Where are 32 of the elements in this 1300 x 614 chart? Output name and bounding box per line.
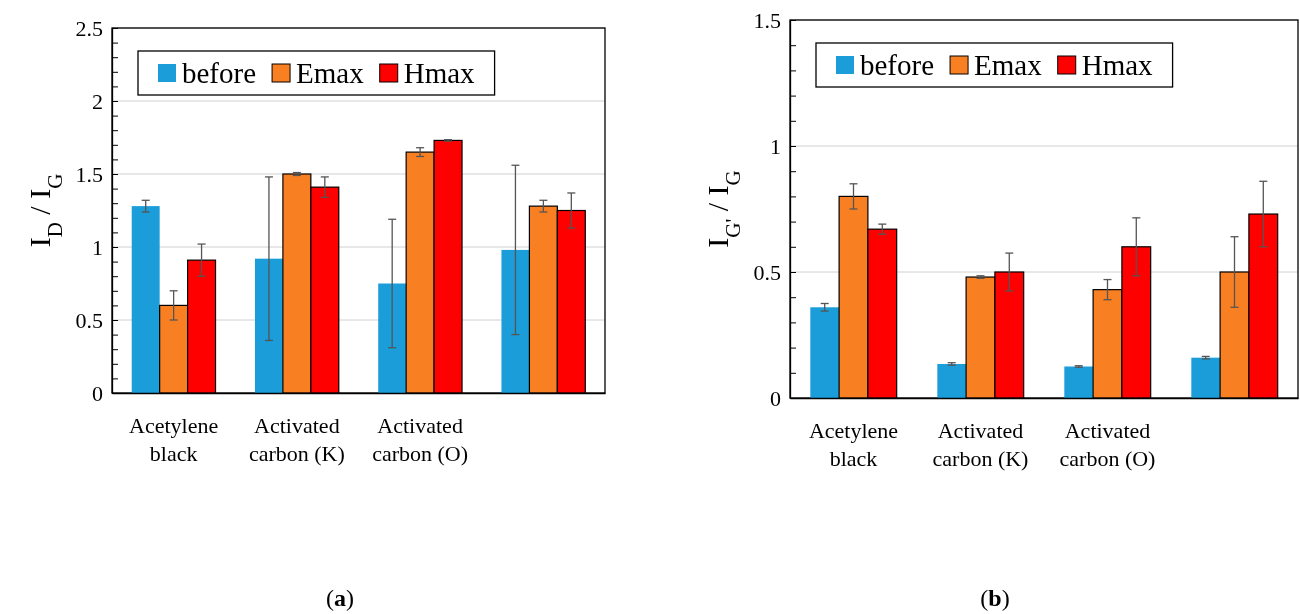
y-tick-label: 1.5 <box>753 7 781 33</box>
legend-label: Hmax <box>1081 49 1154 81</box>
bar <box>1064 366 1094 398</box>
legend-label: before <box>860 49 935 81</box>
x-tick-label: Activated carbon (O) <box>1059 418 1156 471</box>
y-tick-label: 1 <box>92 234 103 260</box>
x-tick-label: Activated carbon (K) <box>248 413 345 466</box>
y-tick-label: 1.5 <box>75 161 103 187</box>
legend-label: Emax <box>974 49 1043 81</box>
legend-label: Emax <box>296 57 365 89</box>
legend-label: before <box>182 57 257 89</box>
text: (a) <box>326 585 354 611</box>
bar <box>131 206 160 393</box>
legend-label: Hmax <box>403 57 476 89</box>
bar <box>1191 357 1221 398</box>
x-tick-label: Acetylene black <box>129 413 219 466</box>
y-tick-label: 2 <box>92 88 103 114</box>
x-tick-label: Activated carbon (O) <box>372 413 469 466</box>
y-tick-label: 0.5 <box>753 259 781 285</box>
text: (b) <box>980 585 1010 611</box>
y-tick-label: 0 <box>92 380 103 406</box>
y-tick-label: 2.5 <box>75 15 103 41</box>
bar <box>501 249 530 393</box>
y-tick-label: 0 <box>770 385 781 411</box>
x-tick-label: Activated carbon (K) <box>932 418 1029 471</box>
x-tick-label: Acetylene black <box>808 418 899 471</box>
bar <box>810 307 840 398</box>
y-tick-label: 1 <box>770 133 781 159</box>
y-tick-label: 0.5 <box>75 307 103 333</box>
bar <box>937 363 967 398</box>
bar <box>378 283 407 393</box>
bar <box>254 258 283 393</box>
